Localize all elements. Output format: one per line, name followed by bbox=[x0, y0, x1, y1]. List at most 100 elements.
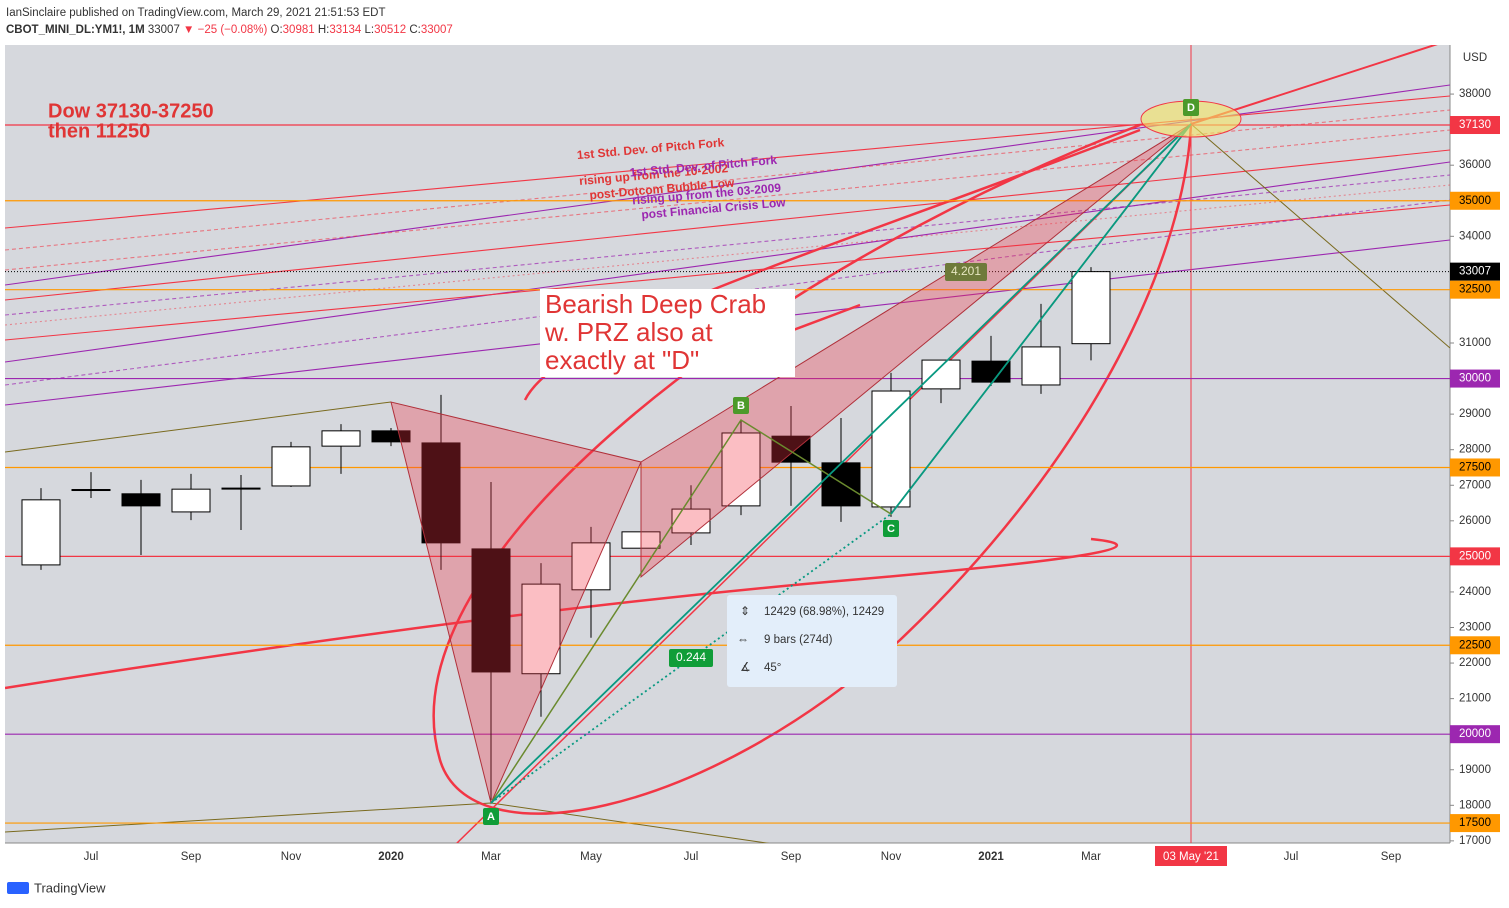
candle-body bbox=[471, 548, 511, 673]
measure-icon: ⇔ bbox=[737, 632, 749, 646]
price-label: 25000 bbox=[1459, 550, 1491, 562]
fork-line bbox=[5, 109, 1450, 251]
candle-body bbox=[321, 430, 361, 447]
y-tick-label: 26000 bbox=[1459, 515, 1491, 527]
candle-body bbox=[171, 488, 211, 513]
ohlc-value: 33007 bbox=[421, 24, 453, 36]
x-tick-label: Mar bbox=[1081, 851, 1101, 863]
ratio-box bbox=[945, 263, 987, 281]
ohlc-value: 30981 bbox=[283, 24, 315, 36]
candle-body bbox=[421, 442, 461, 544]
fork-line bbox=[5, 161, 1450, 363]
price-label-box bbox=[1450, 280, 1500, 299]
ratio-label: 4.201 bbox=[951, 264, 981, 278]
callout-box bbox=[540, 289, 795, 377]
price-label-box bbox=[1450, 547, 1500, 566]
annotation: Dow 37130-37250 bbox=[48, 100, 214, 122]
y-tick-label: 24000 bbox=[1459, 586, 1491, 598]
y-tick-label: 22000 bbox=[1459, 657, 1491, 669]
point-label: A bbox=[487, 811, 495, 823]
candle-body bbox=[121, 493, 161, 507]
trend-line bbox=[1190, 123, 1450, 349]
price-label-box bbox=[1450, 636, 1500, 655]
candle-body bbox=[21, 499, 61, 566]
price-label-box bbox=[1450, 369, 1500, 388]
price-label-box bbox=[1450, 262, 1500, 281]
green-line bbox=[890, 123, 1192, 515]
y-tick-label: 21000 bbox=[1459, 693, 1491, 705]
price-label-box bbox=[1450, 116, 1500, 135]
point-label: B bbox=[737, 400, 745, 412]
price-label: 22500 bbox=[1459, 639, 1491, 651]
annotations: Dow 37130-37250 then 11250 1st Std. Dev.… bbox=[48, 99, 1199, 825]
symbol-line: CBOT_MINI_DL:YM1!, 1M 33007 ▼ −25 (−0.08… bbox=[6, 24, 453, 36]
x-tick-label: May bbox=[580, 851, 602, 863]
candles bbox=[21, 267, 1111, 800]
change: ▼ −25 (−0.08%) bbox=[183, 24, 267, 36]
curve-line bbox=[5, 537, 1119, 690]
price-label-box bbox=[1450, 458, 1500, 477]
candle-body bbox=[71, 489, 111, 492]
y-tick-label: 34000 bbox=[1459, 230, 1491, 242]
candle-body bbox=[571, 542, 611, 591]
annotation: Bearish Deep Crab bbox=[545, 289, 766, 319]
y-tick-label: 19000 bbox=[1459, 764, 1491, 776]
fork-line bbox=[5, 129, 1450, 271]
annotation: then 11250 bbox=[48, 120, 150, 142]
y-tick-label: 36000 bbox=[1459, 159, 1491, 171]
measure-text: 9 bars (274d) bbox=[764, 634, 833, 646]
x-tick-label: 2020 bbox=[378, 851, 404, 863]
y-tick-label: 28000 bbox=[1459, 444, 1491, 456]
measure-icon: ⇕ bbox=[740, 604, 750, 618]
last-price: 33007 bbox=[148, 24, 180, 36]
fork-line bbox=[5, 184, 1450, 326]
currency: USD bbox=[1463, 52, 1487, 64]
x-tick-label: 2021 bbox=[978, 851, 1004, 863]
candle-body bbox=[371, 430, 411, 443]
green-line bbox=[490, 123, 1192, 804]
crosshair-date: 03 May '21 bbox=[1163, 851, 1219, 863]
ohlc-key: C: bbox=[409, 24, 421, 36]
price-label: 30000 bbox=[1459, 373, 1491, 385]
candle-body bbox=[971, 360, 1011, 383]
candle-body bbox=[271, 446, 311, 487]
candle-body bbox=[1021, 346, 1061, 386]
price-label: 32500 bbox=[1459, 284, 1491, 296]
price-label-box bbox=[1450, 191, 1500, 210]
pitchfork-lines bbox=[5, 84, 1450, 406]
x-tick-label: Nov bbox=[281, 851, 302, 863]
candle-body bbox=[521, 583, 561, 675]
point-box bbox=[483, 808, 499, 825]
candle-body bbox=[221, 487, 261, 490]
y-tick-label: 17000 bbox=[1459, 835, 1491, 847]
trend-line bbox=[5, 401, 392, 453]
pattern-triangle bbox=[390, 401, 642, 805]
point-label: D bbox=[1187, 102, 1195, 114]
measure-box bbox=[727, 595, 897, 687]
y-tick-label: 31000 bbox=[1459, 337, 1491, 349]
point-box bbox=[733, 397, 749, 414]
y-tick-label: 23000 bbox=[1459, 622, 1491, 634]
candle-body bbox=[871, 390, 911, 508]
price-label: 37130 bbox=[1459, 119, 1491, 131]
measure-text: 45° bbox=[764, 662, 781, 674]
x-tick-label: Jul bbox=[684, 851, 699, 863]
x-tick-label: Sep bbox=[181, 851, 201, 863]
x-tick-label: Mar bbox=[481, 851, 501, 863]
candle-body bbox=[721, 432, 761, 507]
pattern-triangle bbox=[640, 123, 1192, 579]
x-tick-label: Jul bbox=[1284, 851, 1299, 863]
point-label: C bbox=[887, 523, 895, 535]
price-label: 20000 bbox=[1459, 728, 1491, 740]
ohlc-key: H: bbox=[318, 24, 330, 36]
ohlc-value: 33134 bbox=[329, 24, 362, 36]
price-label-box bbox=[1450, 725, 1500, 744]
symbol: CBOT_MINI_DL:YM1!, 1M bbox=[6, 24, 145, 36]
ratio-label: 0.244 bbox=[676, 650, 706, 664]
footer[interactable]: TradingView bbox=[34, 880, 106, 895]
fork-line bbox=[5, 149, 1450, 301]
candle-body bbox=[921, 359, 961, 390]
x-tick-label: Sep bbox=[781, 851, 801, 863]
